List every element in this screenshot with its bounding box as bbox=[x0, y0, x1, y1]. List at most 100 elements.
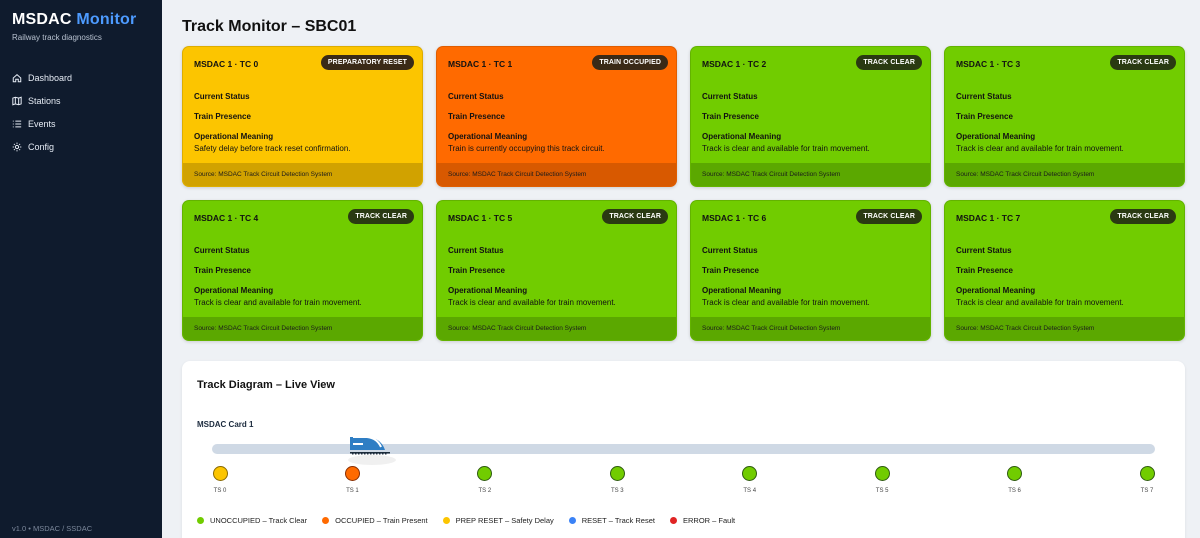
operational-meaning-label: Operational Meaning bbox=[194, 286, 274, 295]
card-source: Source: MSDAC Track Circuit Detection Sy… bbox=[437, 163, 676, 186]
operational-meaning-text: Track is clear and available for train m… bbox=[702, 144, 870, 153]
track-section-node[interactable] bbox=[344, 466, 360, 481]
track-circuit-card[interactable]: MSDAC 1 · TC 0 PREPARATORY RESET Current S… bbox=[182, 46, 423, 187]
operational-meaning-text: Track is clear and available for train m… bbox=[956, 298, 1124, 307]
card-body: MSDAC 1 · TC 2 TRACK CLEAR Current Status T… bbox=[691, 47, 930, 164]
current-status-label: Current Status bbox=[194, 246, 250, 255]
sidebar-item-label: Stations bbox=[28, 95, 61, 106]
diagram-title: Track Diagram – Live View bbox=[197, 379, 335, 391]
app-brand: MSDAC Monitor bbox=[12, 11, 136, 29]
track-section-label: TS 4 bbox=[743, 488, 757, 494]
operational-meaning-text: Track is clear and available for train m… bbox=[956, 144, 1124, 153]
legend-color-dot bbox=[322, 517, 330, 524]
card-body: MSDAC 1 · TC 4 TRACK CLEAR Current Status T… bbox=[183, 201, 422, 318]
track-rail bbox=[212, 444, 1155, 454]
operational-meaning-text: Safety delay before track reset confirma… bbox=[194, 144, 351, 153]
msdac-card-label: MSDAC Card 1 bbox=[197, 420, 254, 429]
card-source: Source: MSDAC Track Circuit Detection Sy… bbox=[945, 163, 1184, 186]
track-circuit-card[interactable]: MSDAC 1 · TC 6 TRACK CLEAR Current Status T… bbox=[690, 200, 931, 341]
card-source: Source: MSDAC Track Circuit Detection Sy… bbox=[691, 317, 930, 340]
operational-meaning-text: Train is currently occupying this track … bbox=[448, 144, 605, 153]
track-section-label: TS 1 bbox=[346, 488, 359, 494]
legend-label: OCCUPIED – Train Present bbox=[335, 516, 428, 525]
legend-item: ERROR – Fault bbox=[669, 516, 736, 525]
status-badge: PREPARATORY RESET bbox=[320, 55, 414, 70]
card-source: Source: MSDAC Track Circuit Detection Sy… bbox=[183, 317, 422, 340]
card-title: MSDAC 1 · TC 1 bbox=[448, 59, 513, 69]
operational-meaning-label: Operational Meaning bbox=[702, 286, 782, 295]
card-title: MSDAC 1 · TC 5 bbox=[448, 213, 513, 223]
card-title: MSDAC 1 · TC 3 bbox=[956, 59, 1021, 69]
track-circuit-card[interactable]: MSDAC 1 · TC 7 TRACK CLEAR Current Status T… bbox=[944, 200, 1185, 341]
sidebar-item-stations[interactable]: Stations bbox=[12, 89, 72, 112]
track-circuit-card[interactable]: MSDAC 1 · TC 3 TRACK CLEAR Current Status T… bbox=[944, 46, 1185, 187]
operational-meaning-text: Track is clear and available for train m… bbox=[702, 298, 870, 307]
track-circuit-card[interactable]: MSDAC 1 · TC 4 TRACK CLEAR Current Status T… bbox=[182, 200, 423, 341]
card-source: Source: MSDAC Track Circuit Detection Sy… bbox=[183, 163, 422, 186]
card-title: MSDAC 1 · TC 7 bbox=[956, 213, 1021, 223]
track-section-node[interactable] bbox=[1139, 466, 1155, 481]
operational-meaning-label: Operational Meaning bbox=[448, 132, 528, 141]
app-subtitle: Railway track diagnostics bbox=[12, 33, 102, 42]
card-title: MSDAC 1 · TC 4 bbox=[194, 213, 259, 223]
track-section-node[interactable] bbox=[477, 466, 493, 481]
diagram-legend: UNOCCUPIED – Track Clear OCCUPIED – Train… bbox=[197, 516, 750, 525]
current-status-label: Current Status bbox=[956, 92, 1012, 101]
track-section-node[interactable] bbox=[609, 466, 625, 481]
operational-meaning-label: Operational Meaning bbox=[448, 286, 528, 295]
brand-accent: Monitor bbox=[76, 11, 137, 28]
card-title: MSDAC 1 · TC 2 bbox=[702, 59, 767, 69]
track-section-node[interactable] bbox=[1007, 466, 1023, 481]
card-body: MSDAC 1 · TC 7 TRACK CLEAR Current Status T… bbox=[945, 201, 1184, 318]
track-section-label: TS 3 bbox=[610, 488, 624, 494]
sidebar-item-dashboard[interactable]: Dashboard bbox=[12, 66, 72, 89]
status-badge: TRACK CLEAR bbox=[348, 209, 414, 224]
sidebar-item-events[interactable]: Events bbox=[12, 112, 72, 135]
operational-meaning-text: Track is clear and available for train m… bbox=[194, 298, 362, 307]
page-title: Track Monitor – SBC01 bbox=[182, 18, 357, 35]
legend-color-dot bbox=[669, 517, 677, 524]
operational-meaning-label: Operational Meaning bbox=[956, 286, 1036, 295]
card-body: MSDAC 1 · TC 1 TRAIN OCCUPIED Current Stat… bbox=[437, 47, 676, 164]
operational-meaning-label: Operational Meaning bbox=[194, 132, 274, 141]
sidebar-item-config[interactable]: Config bbox=[12, 135, 72, 158]
track-diagram-panel: Track Diagram – Live View MSDAC Card 1 T… bbox=[182, 361, 1185, 538]
track-section-label: TS 5 bbox=[875, 488, 889, 494]
track-circuit-card[interactable]: MSDAC 1 · TC 5 TRACK CLEAR Current Status T… bbox=[436, 200, 677, 341]
status-badge: TRACK CLEAR bbox=[856, 209, 922, 224]
brand-name: MSDAC bbox=[12, 11, 72, 28]
sidebar-item-label: Config bbox=[28, 141, 55, 152]
track-section-node[interactable] bbox=[742, 466, 758, 481]
current-status-label: Current Status bbox=[448, 92, 504, 101]
train-presence-label: Train Presence bbox=[448, 112, 505, 121]
list-icon bbox=[12, 120, 22, 127]
legend-item: PREP RESET – Safety Delay bbox=[442, 516, 554, 525]
train-presence-label: Train Presence bbox=[702, 266, 759, 275]
card-body: MSDAC 1 · TC 6 TRACK CLEAR Current Status T… bbox=[691, 201, 930, 318]
track-section-label: TS 6 bbox=[1008, 488, 1021, 494]
gear-icon bbox=[12, 142, 22, 151]
card-source: Source: MSDAC Track Circuit Detection Sy… bbox=[691, 163, 930, 186]
track-circuit-card[interactable]: MSDAC 1 · TC 1 TRAIN OCCUPIED Current Stat… bbox=[436, 46, 677, 187]
map-icon bbox=[12, 96, 22, 105]
legend-label: UNOCCUPIED – Track Clear bbox=[210, 516, 308, 525]
track-circuit-card[interactable]: MSDAC 1 · TC 2 TRACK CLEAR Current Status T… bbox=[690, 46, 931, 187]
sidebar: MSDAC Monitor Railway track diagnostics … bbox=[0, 0, 162, 538]
card-source: Source: MSDAC Track Circuit Detection Sy… bbox=[945, 317, 1184, 340]
track-section-node[interactable] bbox=[212, 466, 228, 481]
current-status-label: Current Status bbox=[194, 92, 250, 101]
track-section-node[interactable] bbox=[874, 466, 890, 481]
legend-color-dot bbox=[442, 517, 450, 524]
train-icon bbox=[348, 436, 396, 465]
track-section-label: TS 2 bbox=[478, 488, 492, 494]
legend-label: PREP RESET – Safety Delay bbox=[455, 516, 554, 525]
legend-item: RESET – Track Reset bbox=[568, 516, 655, 525]
track-section-label: TS 7 bbox=[1140, 488, 1154, 494]
status-badge: TRAIN OCCUPIED bbox=[592, 55, 668, 70]
legend-label: ERROR – Fault bbox=[682, 516, 736, 525]
home-icon bbox=[12, 73, 22, 82]
operational-meaning-label: Operational Meaning bbox=[702, 132, 782, 141]
operational-meaning-text: Track is clear and available for train m… bbox=[448, 298, 616, 307]
track-section-label: TS 0 bbox=[213, 488, 227, 494]
train-presence-label: Train Presence bbox=[702, 112, 759, 121]
